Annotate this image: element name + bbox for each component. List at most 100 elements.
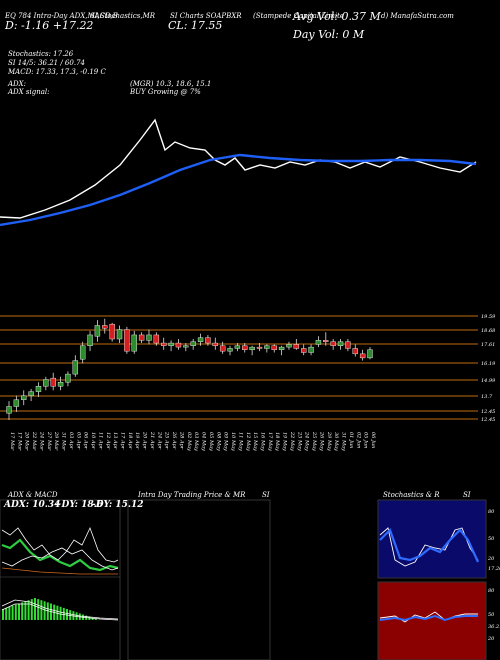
candle [50, 372, 56, 391]
date-label: 17 Mar [9, 432, 15, 451]
price-level-label: 14.99 [481, 378, 496, 384]
si-value: SI 14/5: 36.21 / 60.74 [8, 59, 85, 67]
minus-di-value: -DY: 15.12 [92, 500, 144, 510]
date-label: 05 May [208, 432, 214, 451]
candle [43, 376, 49, 391]
rsi-tick-label: 20 [487, 636, 495, 642]
macd-histogram-bar [8, 606, 11, 620]
date-label: 30 May [333, 432, 339, 451]
candle-body [124, 329, 130, 352]
mgr-value: (MGR) 10.3, 18.6, 15.1 [130, 80, 212, 88]
macd-histogram-bar [2, 609, 4, 620]
plus-di-line [1, 526, 119, 563]
candle-body [293, 344, 300, 349]
candle-body [308, 346, 314, 353]
candle [161, 337, 167, 350]
macd-histogram-bar [30, 599, 33, 620]
candle-body [50, 377, 56, 387]
date-label: 17 Mar [16, 432, 22, 451]
candle [124, 326, 130, 354]
macd-histogram-bar [43, 601, 46, 620]
candle [345, 339, 351, 352]
candle [323, 332, 329, 346]
candle [359, 349, 366, 361]
price-level-label: 13.7 [481, 394, 493, 400]
adx-line [1, 538, 119, 572]
candle-body [175, 342, 182, 348]
candle-body [271, 345, 277, 351]
stoch-panel-title: Stochastics & R [383, 491, 440, 499]
date-label: 18 May [274, 432, 280, 451]
candle [28, 388, 34, 402]
candle-body [72, 360, 79, 375]
candle-body [94, 325, 101, 337]
candle [79, 341, 86, 364]
candle [256, 343, 263, 352]
date-label: 12 May [245, 432, 251, 451]
candle-body [337, 341, 344, 346]
candle-body [330, 341, 336, 346]
candle [249, 345, 255, 356]
candle [175, 339, 182, 350]
candle-body [43, 379, 49, 387]
avg-volume: Avg Vol: 0.37 M [293, 10, 381, 23]
date-label: 20 Mar [24, 431, 30, 451]
date-label: 06 Jun [370, 432, 376, 448]
date-label: 21 Apr [149, 431, 155, 450]
header-title-4: (Stampede Capital Limite [253, 12, 345, 20]
date-label: 26 Apr [171, 431, 177, 450]
candle-body [109, 323, 115, 340]
date-label: 24 Mar [38, 431, 44, 451]
candle-body [227, 348, 233, 352]
moving-average-line [0, 153, 477, 227]
candle-body [212, 342, 218, 346]
candle [278, 345, 285, 356]
candle-body [315, 340, 322, 345]
macd-signal-line [1, 603, 119, 621]
candle [131, 330, 137, 354]
candle [21, 390, 27, 406]
date-label: 24 May [304, 431, 310, 451]
macd-histogram-bar [11, 605, 14, 620]
macd-histogram-bar [62, 607, 65, 620]
candle-body [219, 345, 226, 352]
date-label: 22 Mar [31, 431, 37, 451]
date-label: 20 Apr [142, 431, 148, 450]
rsi-avg-line [379, 614, 478, 622]
macd-histogram-bar [27, 600, 30, 620]
candle [168, 340, 174, 352]
date-label: 22 May [289, 431, 295, 451]
macd-histogram-bar [69, 610, 72, 620]
candle-body [138, 334, 145, 341]
date-label: 31 Mar [61, 432, 67, 451]
candle [212, 337, 218, 350]
candle-body [190, 341, 196, 346]
intraday-panel-title: Intra Day Trading Price & MR [138, 491, 246, 499]
date-label: 05 Jun [363, 432, 369, 448]
candle [337, 339, 344, 350]
candle-body [183, 345, 189, 348]
price-level-label: 16.19 [481, 361, 496, 367]
macd-histogram-bar [46, 602, 49, 620]
stoch-tick-label: 20 [487, 556, 495, 562]
date-label: 02 May [186, 432, 192, 451]
candle-body [278, 346, 285, 351]
candle [138, 332, 145, 344]
candle [72, 355, 79, 377]
buy-signal: BUY Growing @ 7% [130, 88, 201, 96]
candle-body [21, 395, 27, 400]
candle [242, 343, 248, 353]
candle-body [65, 373, 71, 383]
date-label: 06 Apr [83, 432, 89, 450]
header-title-2: SI,Stochastics,MR [90, 12, 156, 20]
candle [234, 343, 241, 352]
macd-histogram-bar [40, 600, 43, 620]
price-level-label: 12.45 [481, 409, 495, 415]
candle [219, 341, 226, 354]
date-label: 15 May [252, 432, 258, 451]
date-label: 24 Apr [156, 431, 162, 450]
candle [57, 376, 64, 391]
candle [146, 329, 152, 345]
date-label: 04 May [201, 432, 207, 451]
